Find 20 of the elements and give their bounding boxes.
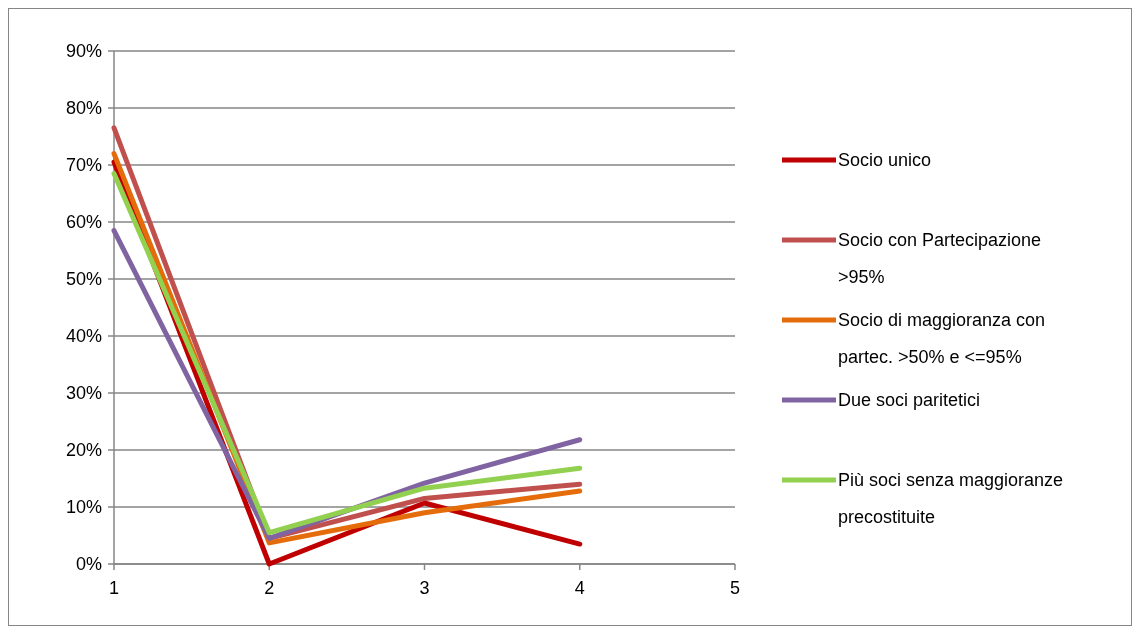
legend-label: Socio di maggioranza con partec. >50% e <=95% xyxy=(838,310,1046,368)
y-tick-label: 60% xyxy=(65,212,102,233)
legend-label: Socio unico xyxy=(838,150,932,171)
y-tick-label: 30% xyxy=(65,383,102,404)
x-tick-label: 2 xyxy=(264,578,275,598)
y-tick-label: 50% xyxy=(65,269,102,290)
y-tick-label: 90% xyxy=(65,41,102,62)
y-tick-label: 40% xyxy=(65,326,102,347)
x-tick-label: 4 xyxy=(574,578,585,598)
y-tick-label: 70% xyxy=(65,155,102,176)
legend-label: Socio con Partecipazione >95% xyxy=(838,230,1042,288)
x-tick-label: 1 xyxy=(108,578,120,598)
y-tick-label: 10% xyxy=(65,497,102,518)
legend-label: Due soci paritetici xyxy=(838,390,981,411)
legend-label: Più soci senza maggioranze precostituite xyxy=(838,470,1064,528)
x-tick-label: 5 xyxy=(729,578,741,598)
x-tick-label: 3 xyxy=(419,578,430,598)
y-tick-label: 0% xyxy=(75,554,102,575)
y-tick-label: 20% xyxy=(65,440,102,461)
y-tick-label: 80% xyxy=(65,98,102,119)
